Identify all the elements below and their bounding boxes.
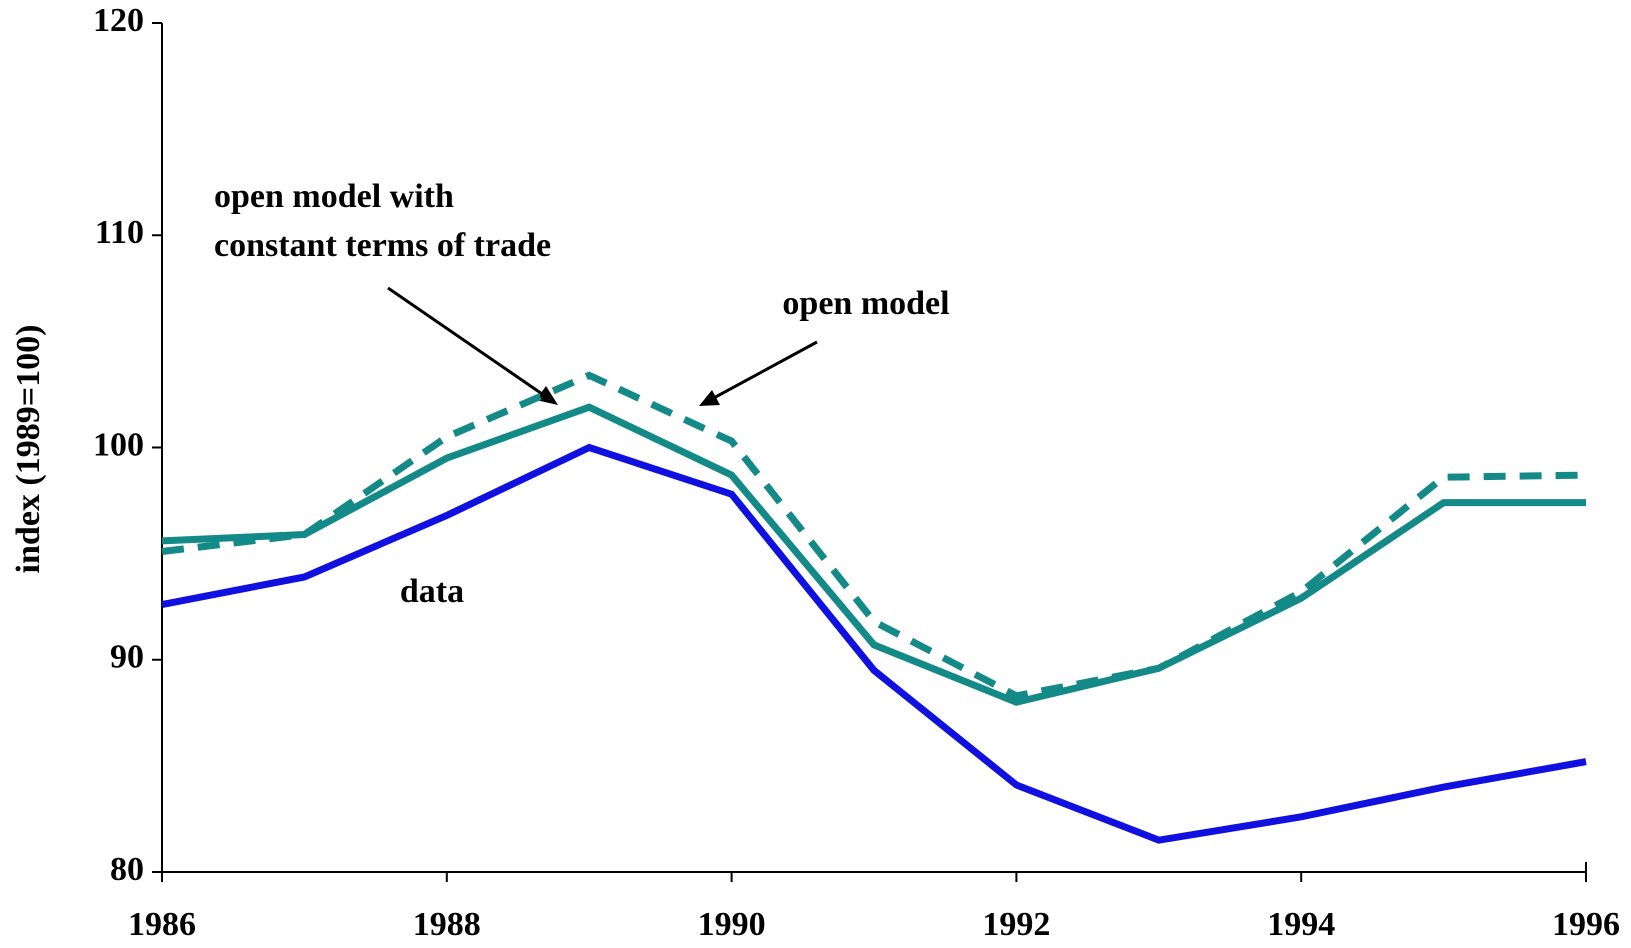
y-tick-label: 120 [93, 2, 144, 39]
x-tick-label: 1988 [413, 906, 481, 943]
y-tick-label: 90 [110, 639, 144, 676]
annotation: data [400, 573, 464, 610]
line-series [161, 371, 1587, 700]
y-tick-label: 100 [93, 426, 144, 463]
line-series [161, 403, 1586, 706]
y-tick-label: 80 [110, 851, 144, 888]
y-axis-label: index (1989=100) [10, 325, 47, 574]
x-tick-label: 1986 [128, 906, 196, 943]
x-tick-label: 1996 [1552, 906, 1620, 943]
line-series [161, 443, 1587, 844]
y-tick-label: 110 [95, 214, 144, 251]
x-tick-label: 1990 [698, 906, 766, 943]
arrow [709, 340, 818, 402]
arrow [387, 286, 549, 400]
arrowhead [536, 386, 558, 405]
arrowhead [699, 390, 720, 406]
annotation: open model with [214, 178, 454, 215]
x-tick-label: 1992 [982, 906, 1050, 943]
annotation: open model [782, 285, 949, 322]
annotation: constant terms of trade [214, 227, 551, 264]
x-tick-label: 1994 [1267, 906, 1335, 943]
